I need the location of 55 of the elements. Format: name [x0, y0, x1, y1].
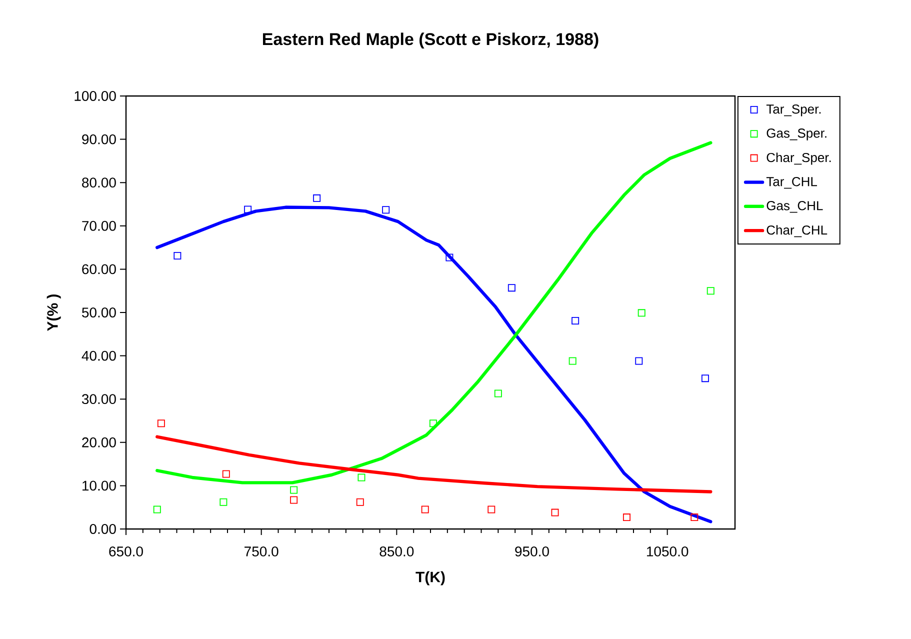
y-axis-title: Y(% ) — [46, 294, 61, 331]
point — [290, 496, 298, 504]
point — [222, 470, 230, 478]
point — [638, 309, 646, 317]
y-tick-label: 50.00 — [82, 308, 116, 318]
point — [690, 514, 698, 522]
point — [421, 506, 429, 514]
point — [635, 357, 643, 365]
legend-label: Gas_CHL — [766, 201, 823, 213]
point — [174, 252, 182, 260]
x-tick-label: 950.0 — [515, 546, 549, 556]
legend-label: Char_Sper. — [766, 152, 831, 165]
line-series — [156, 435, 712, 494]
point — [551, 508, 559, 516]
point — [157, 420, 165, 428]
point — [358, 474, 366, 482]
point — [568, 357, 576, 365]
y-tick-label: 0.00 — [90, 524, 116, 534]
point — [382, 206, 390, 214]
line-series — [156, 206, 712, 524]
point — [290, 486, 298, 494]
legend-label: Tar_Sper. — [766, 104, 821, 116]
point — [488, 506, 496, 514]
x-tick-label: 750.0 — [244, 546, 278, 556]
y-tick-label: 20.00 — [82, 437, 116, 448]
y-tick-label: 90.00 — [82, 134, 116, 144]
y-tick-label: 10.00 — [82, 480, 116, 491]
point — [706, 287, 714, 295]
legend-label: Char_CHL — [766, 225, 828, 238]
x-axis-title: T(K) — [416, 571, 445, 586]
y-tick-label: 30.00 — [82, 394, 116, 404]
point — [220, 498, 228, 506]
x-tick-label: 1050.0 — [646, 546, 688, 556]
x-tick-label: 850.0 — [380, 546, 414, 556]
point — [572, 316, 580, 324]
chart-title: Eastern Red Maple (Scott e Piskorz, 1988) — [262, 32, 598, 48]
legend-label: Tar_CHL — [766, 177, 818, 189]
x-tick-label: 650.0 — [109, 546, 143, 556]
y-tick-label: 60.00 — [82, 264, 116, 274]
point — [622, 514, 630, 522]
point — [446, 254, 454, 262]
point — [494, 390, 502, 398]
point — [508, 284, 516, 292]
legend-label: Gas_Sper. — [766, 128, 826, 140]
y-tick-label: 80.00 — [82, 178, 116, 188]
point — [701, 374, 709, 382]
point — [356, 498, 364, 506]
point — [244, 206, 252, 214]
point — [429, 420, 437, 428]
y-tick-label: 100.00 — [74, 91, 116, 101]
point — [313, 194, 321, 202]
line-series — [156, 141, 712, 484]
y-tick-label: 40.00 — [82, 350, 116, 361]
point — [153, 506, 161, 514]
y-tick-label: 70.00 — [82, 220, 116, 231]
